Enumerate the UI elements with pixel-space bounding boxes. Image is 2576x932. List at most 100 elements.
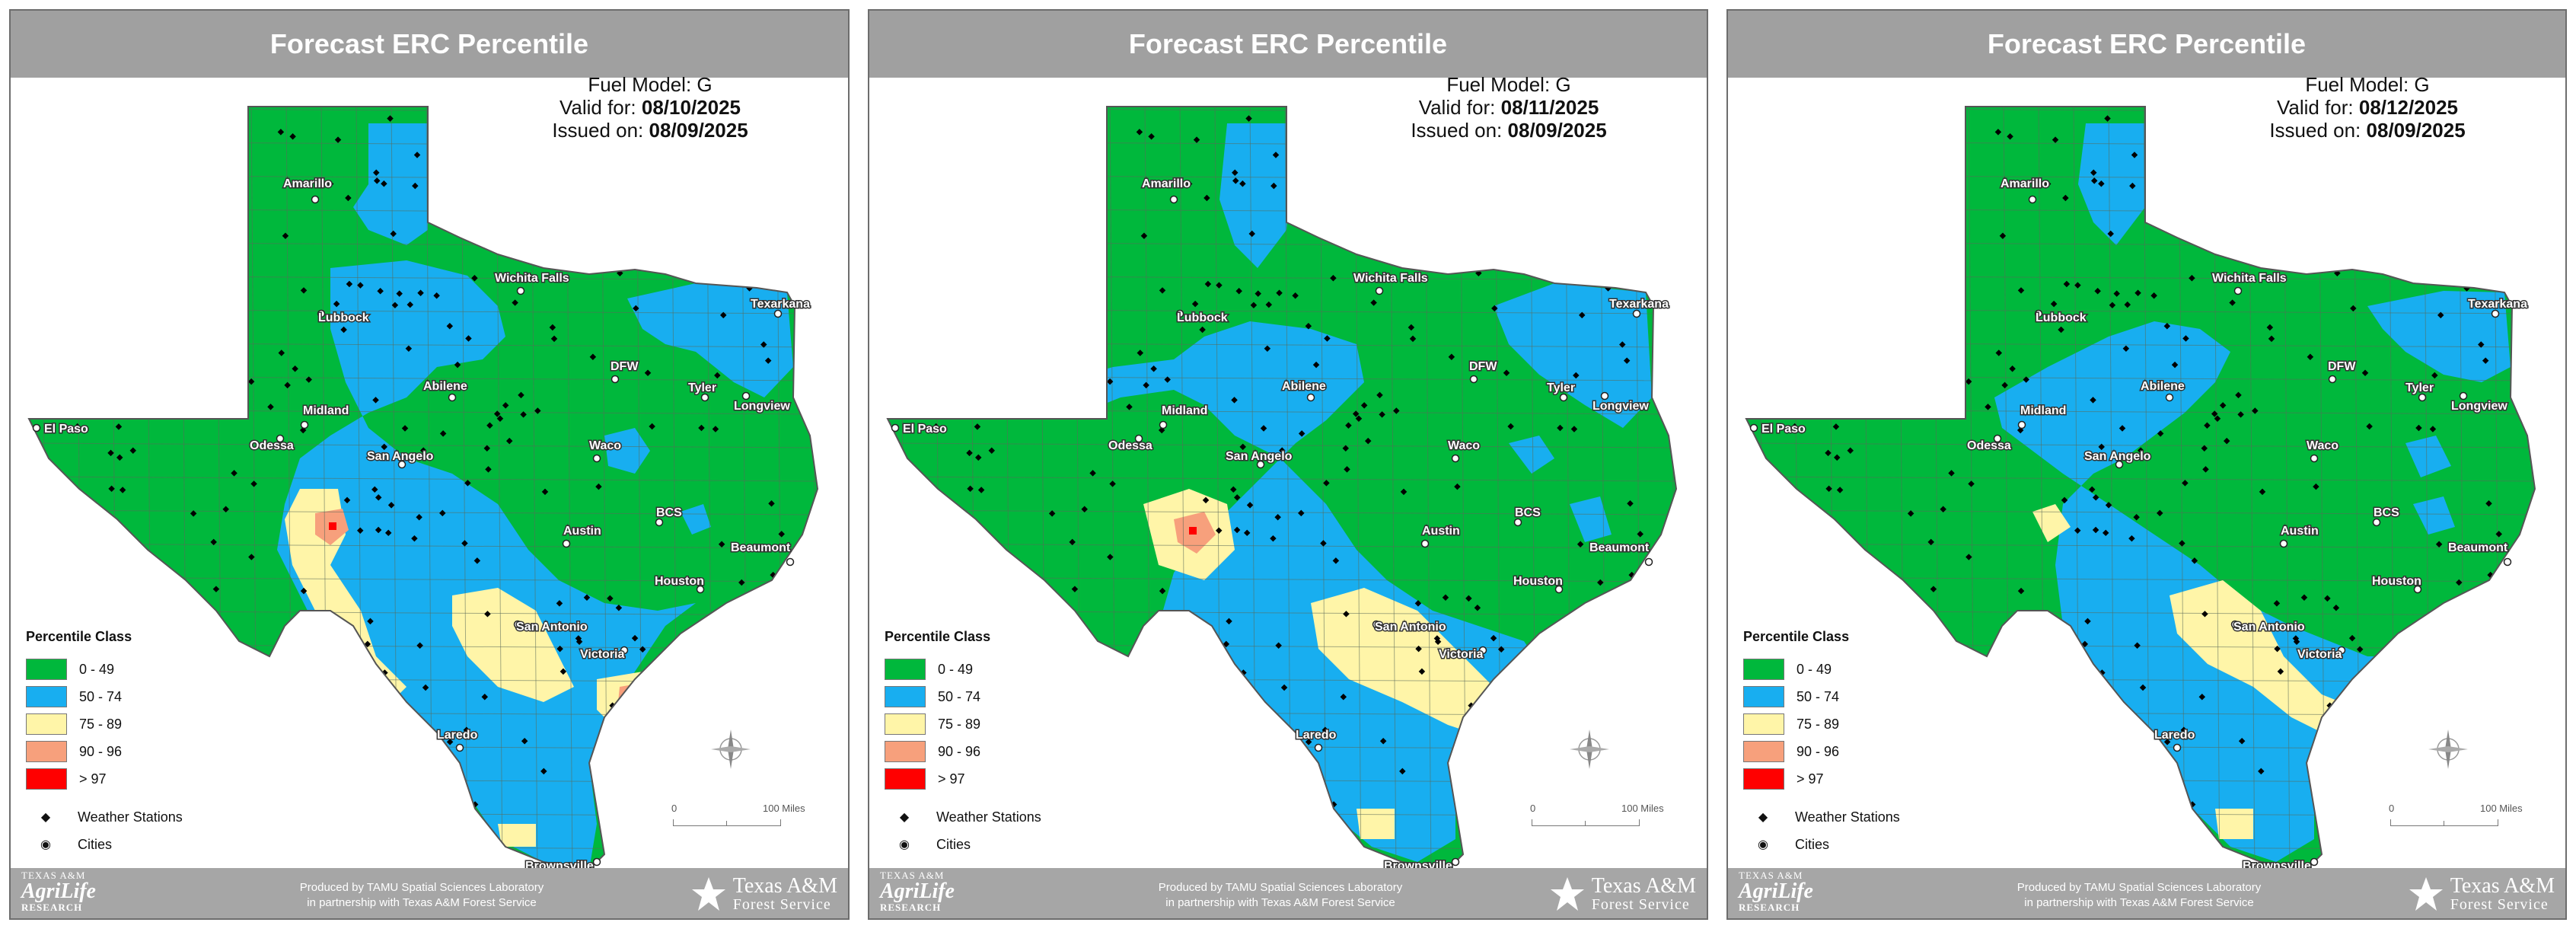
weather-station-marker [164, 114, 172, 122]
weather-station-marker [709, 614, 717, 621]
weather-station-marker [371, 486, 378, 493]
legend-class-label: 50 - 74 [79, 688, 123, 704]
city-marker [611, 375, 620, 384]
weather-station-marker [1611, 843, 1618, 851]
weather-station-marker [1897, 341, 1904, 349]
weather-station-marker [1071, 739, 1079, 745]
weather-station-marker [460, 130, 467, 138]
weather-station-marker [2401, 678, 2408, 685]
weather-station-marker [417, 289, 424, 296]
percentile-region [2351, 683, 2383, 713]
weather-station-marker [60, 565, 67, 572]
weather-station-marker [2348, 634, 2356, 642]
weather-station-marker [1368, 187, 1375, 194]
weather-station-marker [465, 335, 472, 342]
weather-station-marker [2177, 130, 2184, 138]
weather-station-marker [2224, 160, 2230, 167]
weather-station-marker [658, 575, 665, 582]
county-line [29, 543, 818, 549]
weather-station-marker [1188, 825, 1194, 832]
city-label: El Paso [44, 423, 88, 436]
legend-swatch [885, 686, 926, 707]
weather-station-marker [1311, 858, 1318, 866]
weather-station-marker [2252, 407, 2259, 414]
texas-map: Amarillo Lubbock Wichita Falls Texarkana DFW… [27, 106, 819, 870]
city-marker [2491, 309, 2500, 318]
county-line [888, 476, 1676, 482]
weather-station-marker [491, 220, 498, 228]
weather-station-marker [1527, 854, 1534, 861]
weather-station-marker [2386, 247, 2394, 254]
weather-station-marker [1465, 767, 1471, 774]
weather-station-marker [910, 250, 917, 257]
city-label: Waco [1448, 439, 1480, 452]
weather-station-marker [774, 786, 782, 793]
weather-station-marker [2495, 531, 2502, 538]
legend-symbol-label: Cities [936, 836, 971, 852]
weather-station-marker [633, 305, 639, 312]
weather-station-marker [668, 854, 675, 861]
city-label: BCS [656, 506, 682, 519]
legend-swatch [1743, 686, 1784, 707]
weather-station-marker [2220, 202, 2227, 209]
weather-station-marker [149, 360, 157, 368]
city-label: Austin [1422, 525, 1460, 538]
weather-station-marker [452, 858, 460, 866]
weather-station-marker [267, 404, 274, 410]
weather-station-marker [1442, 594, 1449, 602]
weather-station-marker [481, 694, 489, 701]
weather-station-marker [1085, 296, 1092, 303]
legend-class-label: 50 - 74 [938, 688, 981, 704]
weather-station-marker [416, 513, 422, 521]
percentile-region [452, 588, 574, 702]
city-label: Beaumont [1589, 541, 1650, 554]
weather-station-marker [1159, 287, 1166, 294]
panel-title: Forecast ERC Percentile [1728, 11, 2565, 78]
weather-station-marker [1060, 409, 1067, 416]
weather-station-marker [2201, 445, 2208, 452]
legend-class-label: 0 - 49 [1797, 661, 1832, 677]
weather-station-marker [709, 656, 716, 663]
weather-station-marker [486, 422, 493, 429]
weather-station-marker [238, 291, 246, 298]
weather-station-marker [718, 541, 725, 547]
weather-station-marker [405, 345, 413, 353]
weather-station-marker [911, 346, 918, 353]
weather-station-marker [433, 292, 440, 299]
weather-station-marker [945, 380, 952, 388]
weather-station-marker [292, 365, 298, 372]
weather-station-marker [2478, 341, 2485, 348]
weather-station-marker [1497, 646, 1505, 653]
weather-station-marker [1781, 405, 1789, 413]
percentile-region [1060, 321, 1539, 862]
weather-station-marker [1324, 335, 1331, 342]
weather-station-marker [936, 391, 942, 397]
weather-station-marker [1030, 150, 1038, 157]
weather-station-marker [1513, 678, 1520, 685]
weather-station-marker [2166, 795, 2173, 803]
weather-station-marker [210, 538, 217, 546]
weather-station-marker [2431, 372, 2438, 379]
weather-station-marker [226, 296, 234, 303]
weather-station-marker [1036, 608, 1044, 615]
city-label: Longview [2451, 400, 2507, 413]
weather-station-marker [1323, 480, 1330, 487]
weather-station-marker [1528, 247, 1535, 254]
weather-station-marker [769, 771, 776, 778]
weather-station-marker [1409, 335, 1417, 343]
city-marker [2503, 557, 2512, 567]
weather-station-marker [123, 359, 130, 367]
weather-station-marker [995, 357, 1003, 365]
weather-station-marker [2227, 187, 2233, 194]
scale-zero-label: 0 [2389, 803, 2395, 814]
weather-station-marker [1765, 297, 1772, 305]
weather-station-marker [998, 122, 1005, 129]
weather-station-marker [375, 494, 382, 501]
legend-symbol-label: Weather Stations [1795, 809, 1900, 825]
weather-station-marker [1631, 714, 1639, 721]
weather-station-marker [768, 500, 775, 507]
panel-footer: TEXAS A&M AgriLife RESEARCH Produced by TAM… [1728, 868, 2565, 918]
weather-station-marker [1619, 341, 1626, 348]
weather-station-marker [484, 611, 491, 618]
legend-symbol-row: ◉ Cities [26, 831, 183, 858]
